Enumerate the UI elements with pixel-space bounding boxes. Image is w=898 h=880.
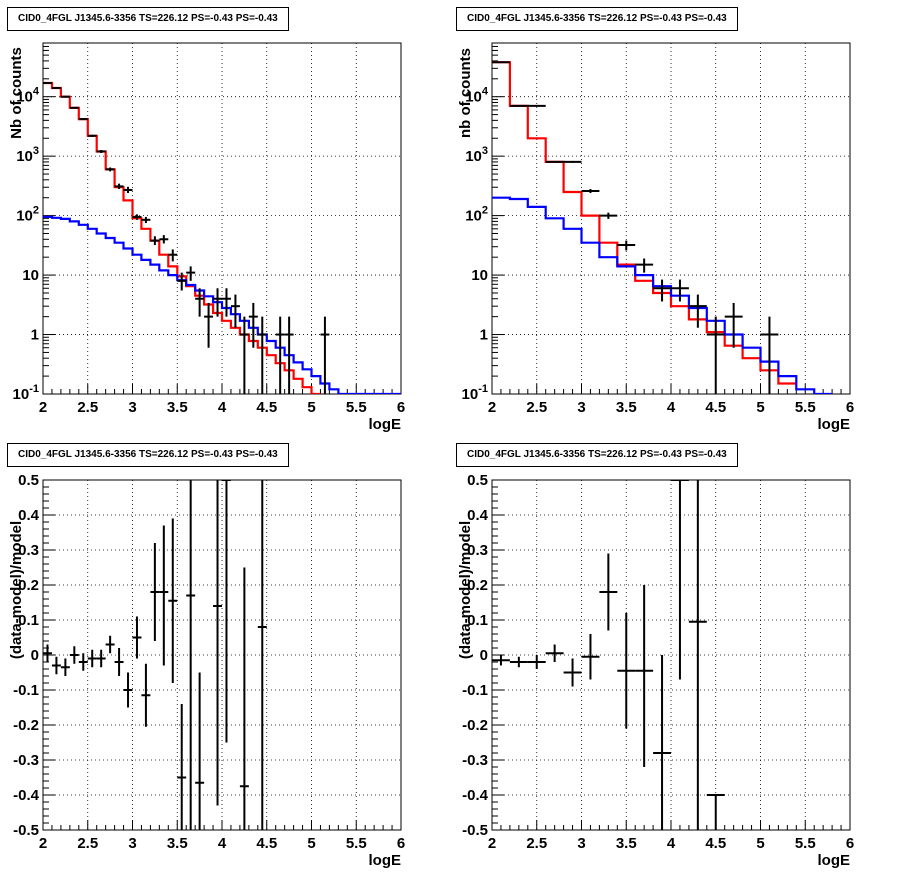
x-tick-label: 2: [39, 835, 47, 852]
y-tick-label: 0.4: [18, 507, 40, 524]
x-tick-label: 2.5: [77, 399, 98, 416]
y-tick-label: -0.1: [462, 682, 488, 699]
y-tick-label: -0.1: [13, 682, 39, 699]
x-tick-label: 4.5: [256, 835, 277, 852]
x-tick-label: 3.5: [616, 835, 637, 852]
x-tick-label: 3: [128, 835, 136, 852]
y-tick-label: 104: [16, 86, 40, 106]
x-tick-label: 4.5: [705, 399, 726, 416]
y-tick-label: 0.2: [467, 577, 488, 594]
y-tick-label: -0.4: [462, 787, 489, 804]
y-tick-label: 0.5: [18, 472, 39, 489]
y-tick-label: 0.4: [467, 507, 489, 524]
series-group: [43, 81, 401, 394]
x-tick-label: 3: [577, 835, 585, 852]
x-tick-label: 3.5: [167, 399, 188, 416]
x-tick-label: 3.5: [616, 399, 637, 416]
x-tick-label: 5: [756, 399, 764, 416]
y-tick-label: 0.3: [467, 542, 488, 559]
x-tick-label: 4: [218, 399, 227, 416]
x-tick-label: 5: [307, 835, 315, 852]
y-tick-label: -0.2: [13, 717, 39, 734]
x-tick-label: 5.5: [795, 399, 816, 416]
background-model-line: [43, 215, 401, 394]
x-tick-label: 5.5: [346, 835, 367, 852]
y-tick-label: 0.1: [18, 612, 39, 629]
x-tick-label: 3: [128, 399, 136, 416]
x-tick-label: 2: [488, 399, 496, 416]
y-tick-label: 10: [22, 267, 39, 284]
y-tick-label: 0: [480, 647, 488, 664]
series-group: [492, 61, 833, 394]
pad-title: CID0_4FGL J1345.6-3356 TS=226.12 PS=-0.4…: [7, 7, 289, 31]
y-axis-label: nb of counts: [457, 48, 474, 138]
x-tick-label: 2: [39, 399, 47, 416]
y-tick-label: 0.1: [467, 612, 488, 629]
y-tick-label: 10: [471, 267, 488, 284]
y-tick-label: 102: [16, 205, 39, 225]
y-tick-label: 10-1: [462, 383, 488, 403]
x-axis-label: logE: [818, 852, 851, 869]
x-tick-label: 2.5: [526, 399, 547, 416]
x-tick-label: 4.5: [705, 835, 726, 852]
y-tick-label: -0.5: [462, 822, 488, 839]
x-axis-label: logE: [369, 416, 402, 433]
y-tick-label: 102: [465, 205, 488, 225]
y-tick-label: -0.4: [13, 787, 40, 804]
x-tick-label: 4.5: [256, 399, 277, 416]
x-tick-label: 6: [397, 399, 405, 416]
y-tick-label: 104: [465, 86, 489, 106]
pad-title: CID0_4FGL J1345.6-3356 TS=226.12 PS=-0.4…: [7, 443, 289, 467]
y-axis-label: Nb of counts: [8, 47, 25, 139]
x-tick-label: 5.5: [346, 399, 367, 416]
y-tick-label: 1: [31, 327, 39, 344]
x-tick-label: 5.5: [795, 835, 816, 852]
x-tick-label: 6: [397, 835, 405, 852]
y-tick-label: 103: [465, 145, 488, 165]
series-group: [492, 480, 725, 830]
x-tick-label: 5: [756, 835, 764, 852]
x-tick-label: 4: [667, 399, 676, 416]
pad-title: CID0_4FGL J1345.6-3356 TS=226.12 PS=-0.4…: [456, 443, 738, 467]
y-tick-label: -0.3: [462, 752, 488, 769]
y-tick-label: 0: [31, 647, 39, 664]
x-axis-label: logE: [369, 852, 402, 869]
y-tick-label: 1: [480, 327, 488, 344]
x-tick-label: 4: [667, 835, 676, 852]
y-axis-label: (data-model)/model: [457, 521, 474, 659]
x-tick-label: 3.5: [167, 835, 188, 852]
y-tick-label: 0.2: [18, 577, 39, 594]
x-tick-label: 2.5: [526, 835, 547, 852]
y-tick-label: 103: [16, 145, 39, 165]
x-tick-label: 6: [846, 399, 854, 416]
y-tick-label: 0.3: [18, 542, 39, 559]
series-group: [43, 480, 267, 830]
x-tick-label: 2.5: [77, 835, 98, 852]
x-tick-label: 5: [307, 399, 315, 416]
x-axis-label: logE: [818, 416, 851, 433]
pad-title: CID0_4FGL J1345.6-3356 TS=226.12 PS=-0.4…: [456, 7, 738, 31]
y-tick-label: 10-1: [13, 383, 39, 403]
x-tick-label: 6: [846, 835, 854, 852]
y-tick-label: -0.3: [13, 752, 39, 769]
y-tick-label: -0.5: [13, 822, 39, 839]
y-axis-label: (data-model)/model: [8, 521, 25, 659]
total-model-line: [492, 61, 797, 385]
x-tick-label: 2: [488, 835, 496, 852]
y-tick-label: -0.2: [462, 717, 488, 734]
y-tick-label: 0.5: [467, 472, 488, 489]
x-tick-label: 3: [577, 399, 585, 416]
x-tick-label: 4: [218, 835, 227, 852]
